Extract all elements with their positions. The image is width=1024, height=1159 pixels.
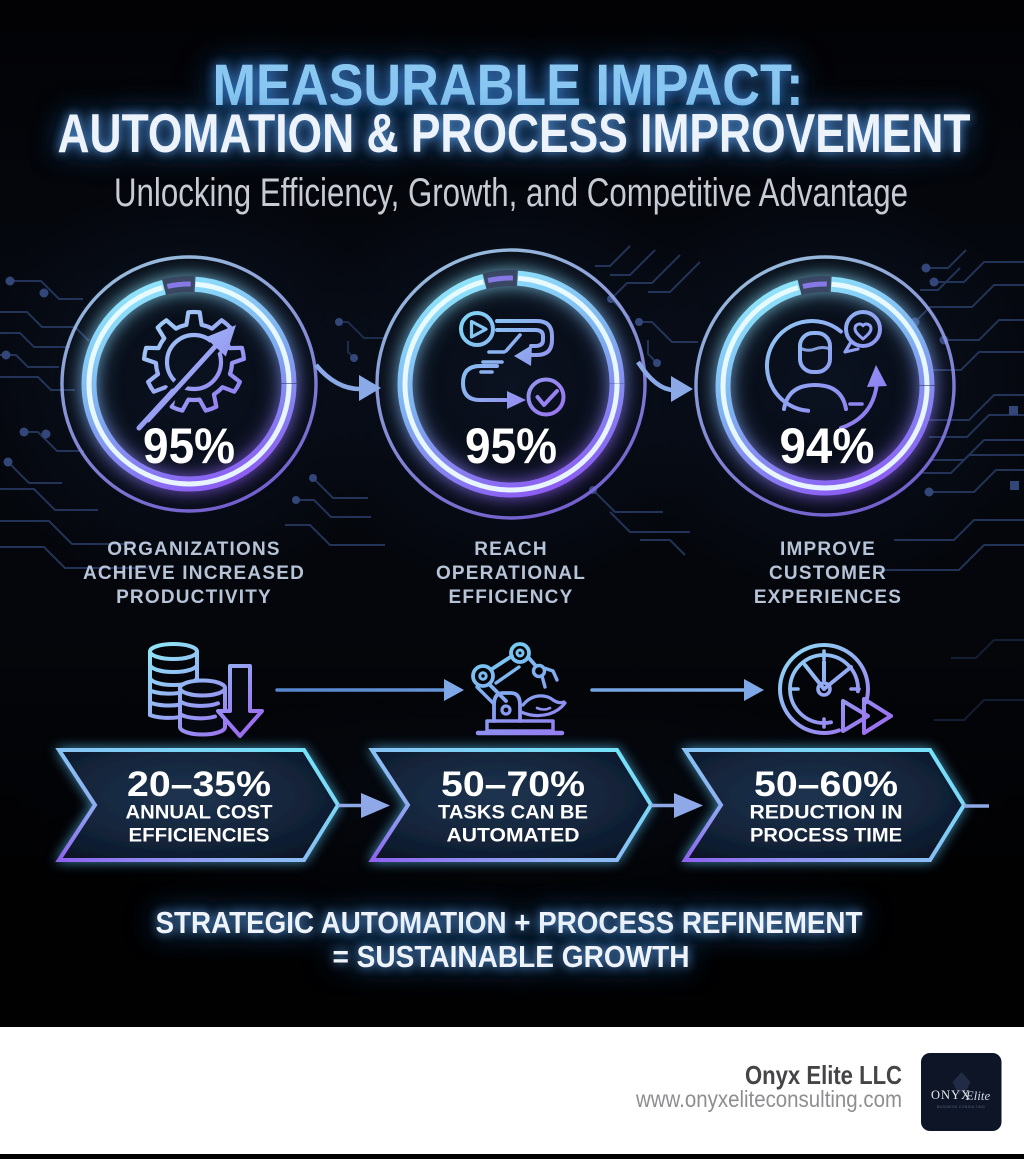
svg-text:Elite: Elite: [965, 1088, 991, 1103]
svg-text:20–35%: 20–35%: [127, 765, 271, 804]
svg-text:EFFICIENCY: EFFICIENCY: [449, 587, 574, 608]
svg-text:TASKS CAN BE: TASKS CAN BE: [438, 803, 588, 824]
svg-text:REDUCTION IN: REDUCTION IN: [750, 803, 903, 824]
svg-text:PROCESS TIME: PROCESS TIME: [750, 826, 902, 847]
svg-text:= SUSTAINABLE GROWTH: = SUSTAINABLE GROWTH: [333, 939, 690, 974]
svg-text:Unlocking Efficiency, Growth,: Unlocking Efficiency, Growth, and Compet…: [114, 171, 908, 215]
svg-text:ANNUAL COST: ANNUAL COST: [126, 803, 273, 824]
svg-text:EXPERIENCES: EXPERIENCES: [754, 587, 902, 608]
svg-text:REACH: REACH: [474, 539, 548, 560]
svg-text:ORGANIZATIONS: ORGANIZATIONS: [107, 539, 281, 560]
svg-text:95%: 95%: [465, 418, 557, 474]
svg-text:50–60%: 50–60%: [754, 765, 898, 804]
svg-text:AUTOMATED: AUTOMATED: [447, 826, 580, 847]
svg-text:www.onyxeliteconsulting.com: www.onyxeliteconsulting.com: [635, 1086, 902, 1112]
svg-text:CUSTOMER: CUSTOMER: [769, 563, 887, 584]
svg-text:OPERATIONAL: OPERATIONAL: [436, 563, 586, 584]
svg-text:MEASURABLE IMPACT:: MEASURABLE IMPACT:: [213, 53, 804, 118]
svg-text:50–70%: 50–70%: [441, 765, 585, 804]
svg-text:94%: 94%: [780, 418, 875, 474]
svg-text:IMPROVE: IMPROVE: [780, 539, 876, 560]
svg-text:ACHIEVE INCREASED: ACHIEVE INCREASED: [83, 563, 305, 584]
svg-text:EFFICIENCIES: EFFICIENCIES: [129, 826, 270, 847]
svg-text:Onyx Elite LLC: Onyx Elite LLC: [745, 1060, 902, 1090]
svg-text:STRATEGIC AUTOMATION + PROCESS: STRATEGIC AUTOMATION + PROCESS REFINEMEN…: [156, 905, 863, 940]
svg-text:BUSINESS CONSULTING: BUSINESS CONSULTING: [937, 1105, 985, 1109]
svg-text:ONYX: ONYX: [931, 1088, 971, 1102]
svg-text:95%: 95%: [143, 418, 235, 474]
svg-text:PRODUCTIVITY: PRODUCTIVITY: [116, 587, 272, 608]
svg-text:AUTOMATION & PROCESS IMPROVEME: AUTOMATION & PROCESS IMPROVEMENT: [58, 102, 971, 164]
